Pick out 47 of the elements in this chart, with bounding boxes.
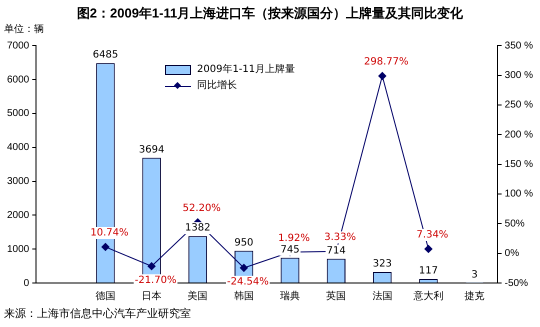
y-tick-label: 1000: [6, 244, 30, 255]
x-tick-label: 德国: [95, 290, 116, 302]
y-tick-label: 0: [24, 278, 30, 289]
y2-tick-label: 100 %: [504, 188, 534, 200]
y2-tick-label: 200 %: [504, 129, 534, 140]
y2-tick-label: 300 %: [504, 70, 534, 82]
x-tick-label: 韩国: [234, 290, 254, 302]
data-label: 298.77%: [364, 56, 409, 68]
data-label: 1.92%: [278, 232, 310, 244]
x-tick-label: 瑞典: [280, 290, 300, 302]
x-tick-label: 日本: [142, 290, 162, 302]
x-tick-label: 英国: [326, 290, 346, 302]
data-label: 745: [280, 244, 300, 256]
y2-tick-label: 350 %: [504, 40, 534, 52]
y-axis-title: 单位：辆: [4, 22, 44, 36]
y-tick-label: 3000: [6, 176, 30, 188]
y-tick-label: 6000: [6, 74, 30, 86]
x-tick-label: 法国: [372, 290, 392, 302]
data-label: -24.54%: [227, 276, 269, 288]
x-tick-label: 意大利: [412, 290, 444, 302]
data-label: 3694: [138, 144, 164, 156]
y2-tick-label: -50%: [504, 278, 528, 289]
y2-tick-label: 150 %: [504, 159, 534, 170]
data-label: 3.33%: [324, 232, 356, 243]
data-label: 950: [234, 237, 254, 248]
y2-tick-label: 50%: [504, 218, 525, 230]
y-tick-label: 7000: [6, 40, 30, 52]
data-label: 10.74%: [90, 228, 129, 239]
x-tick-label: 捷克: [464, 290, 485, 302]
source-note: 来源：上海市信息中心汽车产业研究室: [4, 306, 191, 321]
legend-label: 2009年1-11月上牌量: [197, 62, 296, 77]
y-tick-label: 5000: [6, 108, 30, 120]
legend-label: 同比增长: [197, 78, 237, 93]
x-tick-label: 美国: [188, 290, 208, 302]
data-label: 6485: [92, 50, 118, 61]
y2-tick-label: 250 %: [504, 100, 534, 111]
data-label: 7.34%: [416, 230, 448, 241]
y-tick-label: 2000: [6, 210, 30, 221]
y-tick-label: 4000: [6, 142, 30, 154]
data-label: 117: [418, 266, 438, 277]
data-label: 3: [471, 269, 478, 280]
chart-title: 图2：2009年1-11月上海进口车（按来源国分）上牌量及其同比变化: [76, 5, 464, 20]
data-label: 52.20%: [182, 202, 221, 214]
data-label: 323: [372, 258, 392, 270]
y2-tick-label: 0%: [504, 248, 520, 260]
data-label: 1382: [185, 222, 210, 234]
data-label: -21.70%: [134, 274, 176, 286]
